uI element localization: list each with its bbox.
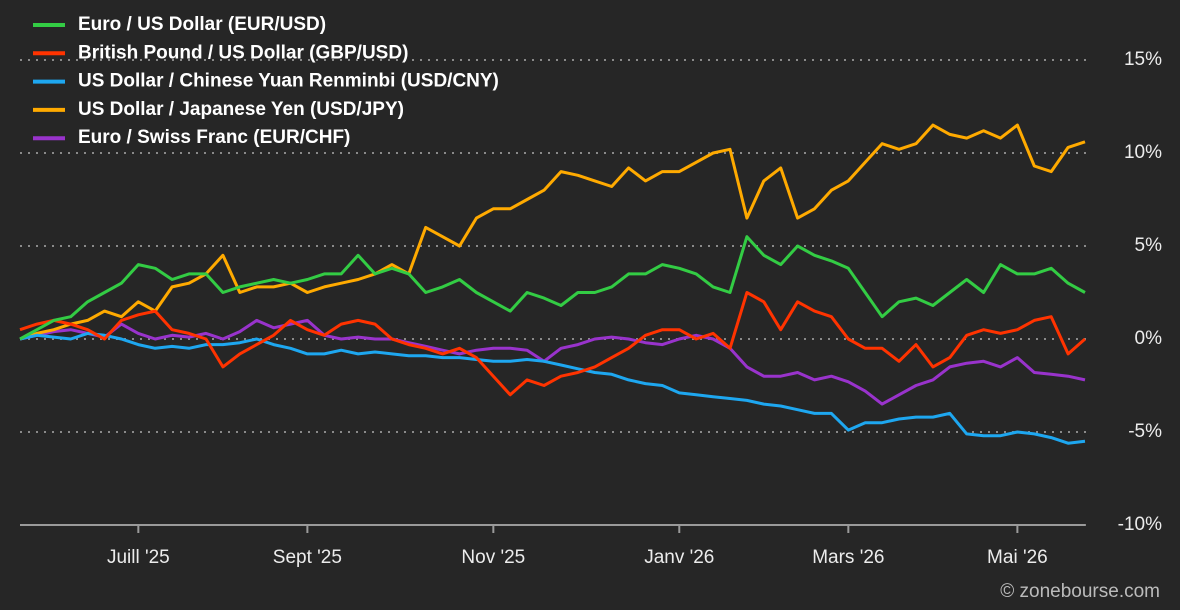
legend-label: US Dollar / Chinese Yuan Renminbi (USD/C… [78,71,499,92]
series-line [19,331,1086,445]
y-tick-label: 15% [1124,49,1162,70]
x-tick-label: Sept '25 [273,547,342,568]
x-tick-label: Mars '26 [812,547,884,568]
x-tick-label: Juill '25 [107,547,170,568]
x-tick-label: Janv '26 [644,547,714,568]
series-line [19,123,1086,341]
y-tick-label: -10% [1118,514,1162,535]
x-tick-label: Nov '25 [461,547,525,568]
x-tick-label: Mai '26 [987,547,1048,568]
y-tick-label: 5% [1135,235,1163,256]
y-tick-label: 0% [1135,328,1163,349]
series-line [19,235,1086,341]
y-tick-label: -5% [1128,421,1162,442]
legend-label: British Pound / US Dollar (GBP/USD) [78,42,408,63]
y-tick-label: 10% [1124,142,1162,163]
legend-label: Euro / US Dollar (EUR/USD) [78,14,326,35]
series-line [19,291,1086,397]
legend-label: Euro / Swiss Franc (EUR/CHF) [78,127,350,148]
source: © zonebourse.com [1000,581,1160,602]
legend-label: US Dollar / Japanese Yen (USD/JPY) [78,99,404,120]
